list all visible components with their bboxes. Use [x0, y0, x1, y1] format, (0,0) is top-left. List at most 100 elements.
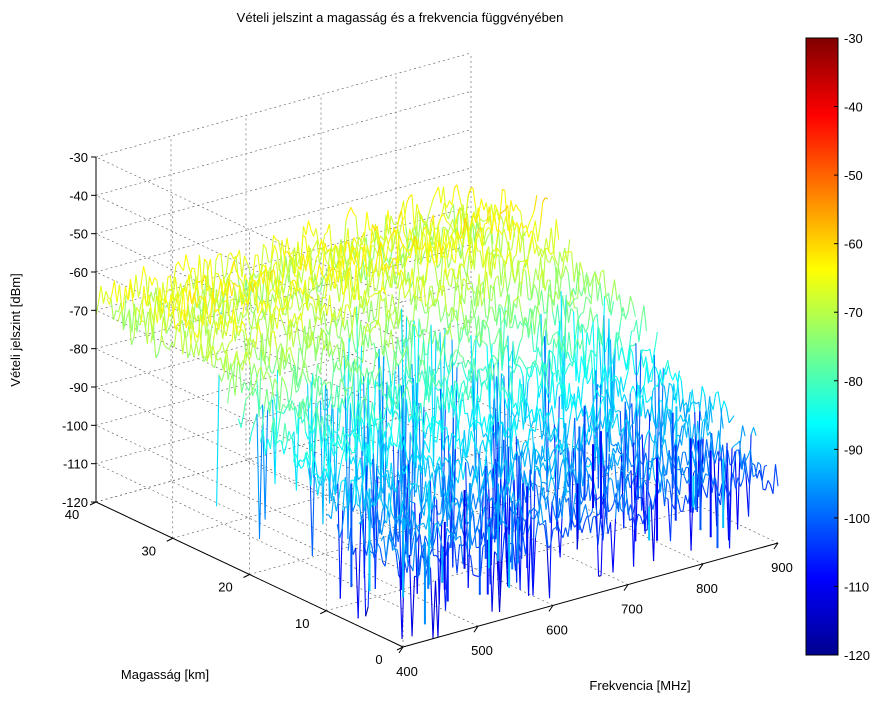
surface-segment	[440, 186, 445, 204]
surface-segment	[666, 478, 671, 485]
surface-segment	[400, 210, 405, 232]
surface-segment	[436, 420, 440, 443]
surface-segment	[314, 402, 319, 427]
surface-segment	[255, 323, 259, 348]
surface-segment	[335, 498, 340, 512]
surface-segment	[474, 228, 478, 237]
surface-segment	[407, 516, 411, 529]
surface-segment	[479, 546, 484, 577]
surface-segment	[497, 275, 502, 298]
surface-segment	[395, 259, 400, 276]
z-tick-label: -110	[63, 457, 88, 472]
surface-segment	[485, 227, 489, 232]
surface-segment	[528, 375, 532, 378]
surface-segment	[486, 232, 491, 238]
surface-segment	[621, 494, 626, 509]
surface-segment	[174, 323, 179, 330]
surface-segment	[706, 472, 711, 498]
surface-segment	[350, 386, 355, 419]
surface-segment	[484, 437, 489, 452]
surface-segment	[590, 426, 594, 431]
surface-segment	[476, 234, 480, 239]
surface-segment	[526, 428, 531, 453]
surface-segment	[421, 370, 426, 382]
surface-segment	[490, 414, 494, 422]
surface-segment	[727, 489, 732, 499]
surface-segment	[617, 456, 621, 466]
surface-segment	[357, 476, 362, 481]
surface-segment	[216, 301, 221, 309]
surface-segment	[440, 419, 444, 451]
surface-segment	[372, 228, 377, 259]
surface-segment	[390, 329, 395, 350]
surface-segment	[502, 346, 506, 356]
surface-segment	[459, 438, 464, 449]
surface-segment	[455, 275, 460, 291]
surface-segment	[519, 232, 524, 253]
surface-segment	[701, 386, 706, 396]
surface-segment	[422, 411, 427, 433]
surface-segment	[457, 248, 462, 260]
surface-segment	[548, 293, 552, 299]
surface-segment	[588, 326, 593, 346]
surface-segment	[289, 279, 294, 297]
surface-segment	[531, 409, 535, 423]
surface-segment	[486, 414, 490, 433]
surface-segment	[292, 279, 296, 282]
surface-segment	[327, 341, 331, 350]
surface-segment	[589, 307, 594, 322]
surface-segment	[521, 317, 526, 338]
surface-segment	[197, 315, 201, 342]
surface-segment	[395, 383, 400, 410]
surface-segment	[446, 239, 450, 249]
surface-segment	[396, 422, 400, 448]
y-tick-label: 30	[142, 543, 156, 558]
surface-segment	[494, 234, 499, 252]
surface-segment	[567, 308, 572, 324]
surface-segment	[240, 311, 244, 318]
surface-segment	[450, 385, 455, 411]
surface-segment	[556, 381, 561, 386]
surface-segment	[327, 272, 331, 280]
surface-segment	[461, 322, 465, 338]
surface-segment	[439, 456, 443, 477]
surface-segment	[291, 313, 296, 323]
surface-segment	[531, 428, 536, 467]
surface-segment	[412, 482, 416, 486]
surface-segment	[327, 395, 332, 408]
surface-segment	[396, 289, 401, 321]
surface-segment	[485, 202, 490, 224]
surface-segment	[462, 386, 467, 397]
surface-segment	[488, 414, 493, 432]
surface-segment	[453, 230, 458, 250]
surface-segment	[524, 367, 528, 397]
surface-segment	[346, 433, 351, 438]
surface-segment	[398, 210, 402, 218]
surface-segment	[738, 440, 743, 470]
surface-segment	[727, 449, 731, 466]
surface-segment	[332, 312, 337, 320]
surface-segment	[128, 312, 132, 346]
surface-segment	[286, 390, 291, 412]
surface-segment	[276, 383, 281, 411]
surface-segment	[479, 439, 484, 447]
surface-segment	[737, 477, 742, 487]
surface-segment	[460, 463, 464, 480]
surface-segment	[457, 350, 461, 357]
surface-segment	[563, 300, 568, 339]
surface-segment	[472, 369, 477, 478]
surface-segment	[276, 440, 280, 444]
surface-segment	[148, 276, 153, 286]
surface-segment	[396, 413, 401, 424]
surface-segment	[452, 218, 456, 235]
surface-segment	[413, 444, 418, 467]
surface-segment	[459, 207, 463, 239]
surface-segment	[392, 445, 397, 547]
grid-line	[95, 129, 472, 234]
surface-segment	[308, 379, 312, 383]
surface-segment	[443, 202, 448, 208]
surface-segment	[657, 454, 661, 461]
surface-segment	[268, 270, 273, 282]
surface-segment	[508, 313, 512, 324]
surface-segment	[343, 479, 347, 485]
